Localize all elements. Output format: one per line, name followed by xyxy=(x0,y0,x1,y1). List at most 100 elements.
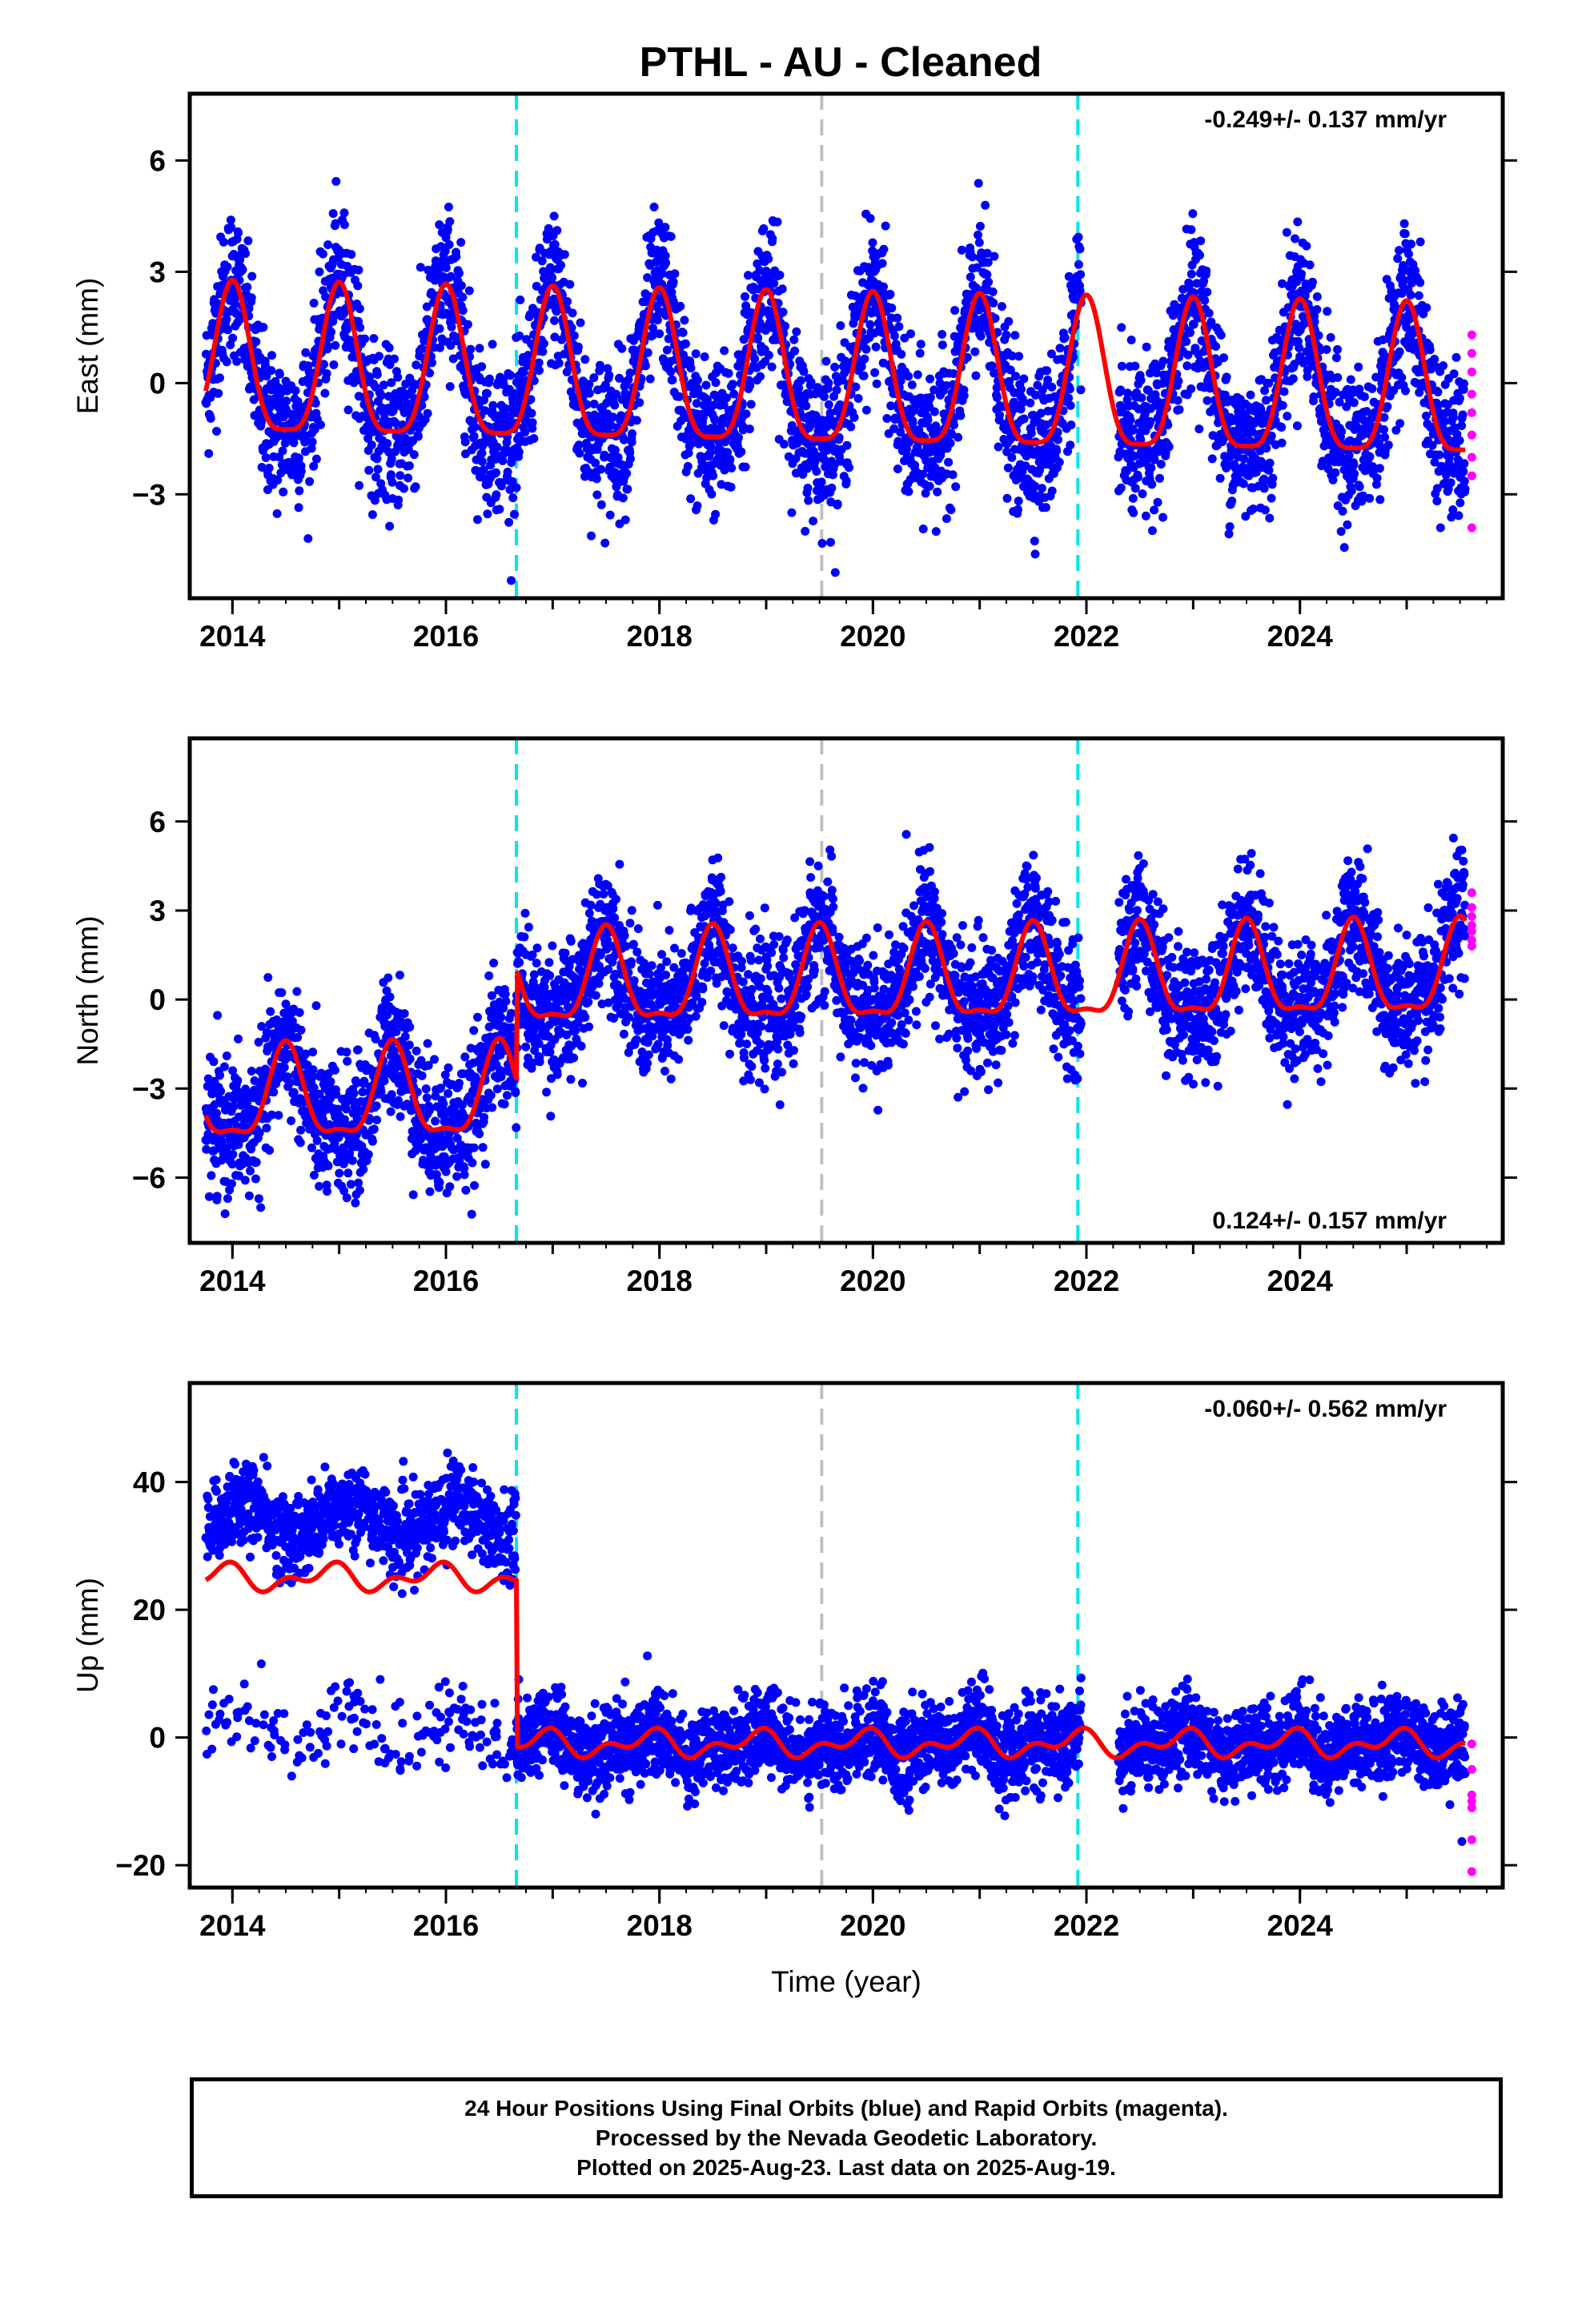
data-point xyxy=(360,334,370,344)
data-point xyxy=(265,1145,275,1155)
data-point xyxy=(722,393,731,403)
data-point xyxy=(267,366,276,376)
data-point xyxy=(1260,505,1270,515)
data-point xyxy=(386,470,396,480)
data-point xyxy=(425,368,435,378)
data-point xyxy=(458,306,468,316)
data-point xyxy=(226,215,235,225)
data-point xyxy=(946,505,956,515)
data-point xyxy=(1126,336,1136,344)
data-point xyxy=(1397,373,1407,382)
data-point xyxy=(661,251,670,260)
data-point xyxy=(1222,372,1231,382)
data-point xyxy=(915,348,925,358)
data-point xyxy=(950,332,959,341)
data-point xyxy=(993,393,1002,402)
data-point xyxy=(1065,384,1074,394)
data-point xyxy=(678,328,688,337)
data-point xyxy=(926,374,935,384)
data-point xyxy=(790,346,800,356)
data-point xyxy=(777,284,787,294)
data-point xyxy=(778,308,788,317)
data-point xyxy=(1207,454,1217,464)
data-point xyxy=(879,282,888,292)
data-point xyxy=(1435,450,1444,460)
data-point xyxy=(968,252,977,262)
data-point xyxy=(1003,463,1013,472)
data-point xyxy=(827,483,837,493)
data-point xyxy=(384,343,394,352)
data-point xyxy=(492,490,501,500)
data-point xyxy=(1379,424,1388,434)
data-point xyxy=(1011,372,1020,381)
data-point xyxy=(545,263,555,272)
data-point xyxy=(372,1116,382,1124)
data-point xyxy=(1323,307,1332,316)
data-point xyxy=(279,1063,289,1072)
data-point xyxy=(480,396,488,405)
data-point xyxy=(1415,237,1425,247)
data-point xyxy=(1246,390,1255,400)
data-point xyxy=(1076,385,1086,395)
data-point xyxy=(1349,398,1359,408)
data-point xyxy=(1433,388,1443,396)
data-point xyxy=(1347,486,1356,496)
data-point xyxy=(367,440,376,450)
data-point xyxy=(212,1192,222,1201)
data-point xyxy=(791,468,801,478)
data-point xyxy=(918,469,927,479)
data-point xyxy=(346,1180,355,1189)
data-point xyxy=(1042,366,1052,376)
data-point xyxy=(1395,419,1405,428)
data-point xyxy=(1265,513,1275,523)
data-point xyxy=(1204,308,1214,318)
data-point xyxy=(477,448,487,458)
data-point xyxy=(485,374,494,384)
data-point xyxy=(409,450,419,460)
data-point xyxy=(615,373,624,383)
data-point xyxy=(473,515,482,525)
data-point xyxy=(1456,498,1465,508)
data-point xyxy=(568,308,577,318)
data-point xyxy=(567,323,576,332)
data-point xyxy=(1401,386,1410,396)
data-point xyxy=(323,344,332,354)
data-point xyxy=(1458,410,1468,420)
data-point xyxy=(1406,290,1415,300)
data-point xyxy=(1054,435,1062,444)
data-point xyxy=(563,297,572,306)
data-point xyxy=(605,510,615,520)
data-point xyxy=(887,304,897,313)
data-point xyxy=(452,252,461,261)
data-point xyxy=(889,424,899,433)
data-point xyxy=(232,356,242,366)
data-point xyxy=(1138,489,1147,499)
data-point xyxy=(846,422,856,432)
x-tick-label: 2022 xyxy=(1054,620,1119,653)
data-point xyxy=(595,360,604,370)
data-point xyxy=(243,236,253,246)
data-point xyxy=(1349,460,1359,469)
data-point xyxy=(781,321,789,331)
data-point xyxy=(830,362,840,372)
rate-label: -0.249+/- 0.137 mm/yr xyxy=(1204,107,1447,133)
data-point xyxy=(767,362,777,372)
data-point xyxy=(1365,493,1375,503)
data-point xyxy=(794,384,804,392)
data-point xyxy=(295,1007,304,1017)
data-point xyxy=(445,217,455,227)
data-point xyxy=(303,361,313,371)
data-point xyxy=(528,418,537,428)
data-point xyxy=(393,372,403,382)
data-point xyxy=(1134,472,1142,482)
data-point xyxy=(241,249,251,259)
data-point xyxy=(251,1157,261,1167)
data-point xyxy=(1066,440,1075,450)
data-point xyxy=(444,240,454,249)
data-point xyxy=(1460,476,1469,486)
data-point xyxy=(741,462,750,472)
data-point xyxy=(851,292,860,300)
data-point xyxy=(768,234,777,243)
data-point xyxy=(342,1047,351,1057)
data-point xyxy=(1129,508,1138,517)
